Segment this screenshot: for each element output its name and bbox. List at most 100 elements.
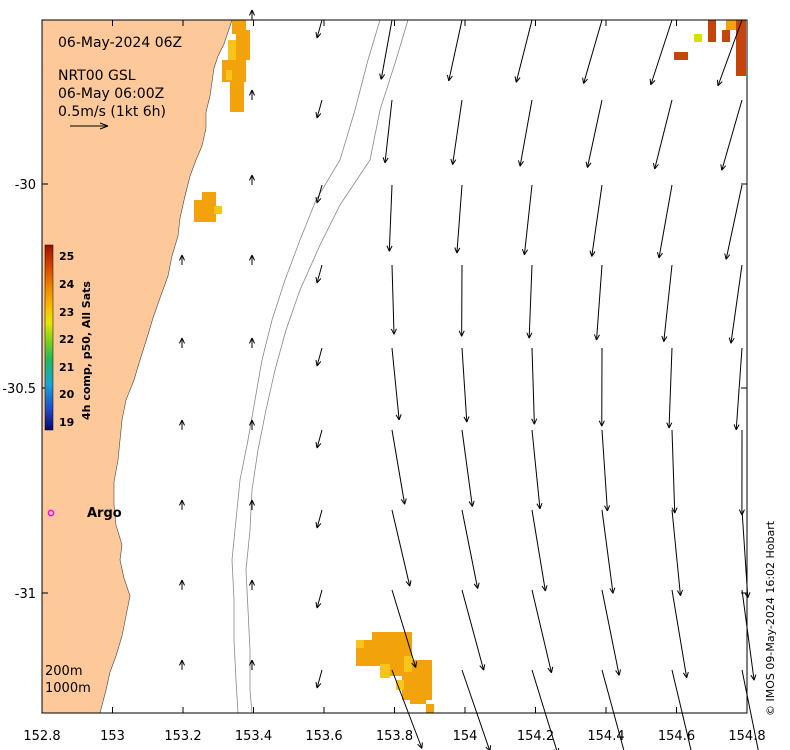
scale-arrow — [70, 122, 109, 130]
current-arrow-head — [316, 603, 322, 609]
current-arrow — [461, 589, 485, 671]
current-arrow-head — [653, 162, 656, 170]
current-arrow-head — [536, 503, 541, 510]
current-arrow-head — [315, 442, 318, 449]
current-arrow-head — [521, 248, 525, 255]
current-arrow-head — [393, 328, 397, 335]
argo-float-marker — [47, 509, 55, 517]
current-arrow-head — [593, 334, 598, 341]
current-arrow — [741, 589, 755, 681]
current-arrow — [461, 509, 479, 589]
current-arrow-head — [720, 164, 723, 171]
current-arrow-head — [531, 418, 535, 425]
current-arrow-head — [489, 745, 492, 750]
current-arrow — [456, 184, 463, 254]
current-arrow-head — [471, 500, 475, 507]
current-arrow-head — [671, 507, 676, 514]
colorbar-tick: 25 — [59, 250, 74, 263]
current-arrow-head — [730, 337, 735, 344]
current-arrow-head — [523, 249, 528, 256]
current-arrow-head — [415, 661, 418, 668]
current-arrow — [650, 19, 673, 85]
current-arrow-head — [733, 424, 737, 431]
current-arrow-head — [609, 588, 614, 594]
y-tick-label: -30.5 — [2, 382, 36, 397]
current-arrow-head — [479, 665, 485, 671]
current-arrow — [741, 669, 759, 750]
current-arrow-head — [248, 89, 253, 96]
current-arrow-head — [178, 499, 183, 506]
current-arrow — [515, 19, 533, 83]
current-arrow-head — [248, 254, 253, 261]
current-arrow-head — [316, 683, 322, 689]
current-arrow — [596, 264, 603, 341]
current-arrow-head — [721, 165, 727, 171]
current-arrow-head — [676, 590, 681, 596]
current-arrow-head — [452, 159, 457, 165]
current-arrow-head — [514, 76, 517, 83]
current-arrow-head — [248, 337, 253, 344]
current-arrow-head — [251, 579, 256, 586]
current-arrow-head — [251, 174, 256, 181]
colorbar-tick: 19 — [59, 416, 74, 429]
current-arrow-head — [716, 79, 719, 86]
current-arrow — [391, 429, 406, 505]
current-arrow-head — [178, 579, 183, 586]
x-tick-label: 153.8 — [376, 729, 413, 744]
current-arrow — [528, 264, 533, 339]
current-arrow-head — [181, 659, 186, 666]
current-arrow-head — [539, 502, 543, 509]
current-arrow-head — [654, 164, 659, 170]
credit-text: © IMOS 09-May-2024 16:02 Hobart — [764, 520, 777, 716]
current-arrow-head — [316, 523, 322, 529]
current-arrow-head — [526, 332, 530, 339]
current-arrow-head — [649, 78, 652, 85]
current-arrow — [671, 509, 681, 596]
current-arrow-head — [248, 174, 253, 181]
current-arrow-head — [181, 579, 186, 586]
current-arrow — [461, 669, 491, 750]
current-arrow — [583, 19, 603, 84]
x-tick-label: 153.6 — [305, 729, 342, 744]
current-arrow-head — [315, 32, 318, 39]
current-arrow-head — [585, 161, 588, 168]
current-arrow-head — [315, 360, 318, 367]
current-arrow — [391, 589, 417, 668]
current-arrow-head — [583, 78, 588, 84]
current-arrow-head — [454, 247, 458, 254]
current-arrow-head — [315, 112, 318, 119]
current-arrow — [448, 19, 463, 81]
colorbar-ticks: 25 24 23 22 21 20 19 — [59, 250, 75, 429]
current-arrow — [586, 99, 603, 168]
current-arrow — [721, 99, 743, 171]
current-arrow — [384, 99, 393, 164]
current-arrow — [388, 184, 393, 252]
current-arrow-head — [518, 160, 521, 167]
current-arrow — [717, 19, 743, 86]
current-arrow-head — [380, 74, 386, 80]
current-arrow — [668, 347, 673, 429]
argo-label: Argo — [87, 506, 122, 521]
current-arrow-head — [316, 33, 322, 39]
y-tick-labels: -30 -30.5 -31 — [2, 178, 36, 602]
x-tick-label: 154 — [453, 729, 478, 744]
current-arrow-head — [251, 9, 256, 16]
current-arrow — [671, 429, 676, 514]
current-arrow — [671, 589, 688, 678]
colorbar-tick: 23 — [59, 306, 74, 319]
current-arrow — [452, 99, 463, 165]
current-arrow-head — [178, 337, 183, 344]
current-arrow-head — [458, 330, 463, 337]
current-arrow-head — [417, 743, 423, 749]
current-arrow-head — [591, 251, 596, 257]
current-arrow-head — [544, 585, 548, 592]
current-arrow-head — [251, 89, 256, 96]
current-arrow-head — [251, 254, 256, 261]
current-arrow — [380, 19, 393, 80]
current-arrow-head — [606, 505, 611, 512]
current-arrow-head — [404, 498, 407, 505]
current-arrow — [316, 589, 323, 609]
current-arrow-head — [463, 416, 468, 423]
current-arrow-head — [680, 589, 683, 596]
